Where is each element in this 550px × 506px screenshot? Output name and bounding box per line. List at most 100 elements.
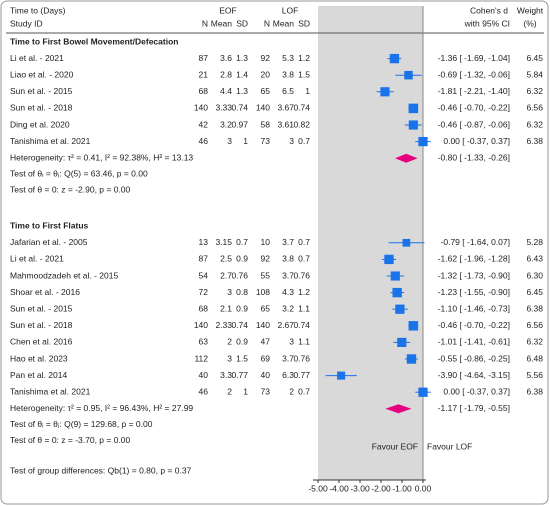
weight-label: 6.38 <box>526 303 543 313</box>
study-box <box>384 254 394 265</box>
study-box <box>389 53 400 64</box>
eof-cell: 68 <box>199 303 209 313</box>
subheader: N <box>202 18 208 28</box>
lof-cell: 3.7 <box>282 237 294 247</box>
lof-cell: 0.74 <box>293 320 310 330</box>
eof-cell: 3.33 <box>215 103 232 113</box>
lof-cell: 0.76 <box>293 353 310 363</box>
study-box <box>390 271 400 281</box>
eof-cell: 0.9 <box>236 254 248 264</box>
effect-label: -0.46 [ -0.87, -0.06] <box>438 119 510 129</box>
test-text: Test of θᵢ = θⱼ: Q(5) = 63.46, p = 0.00 <box>10 168 148 178</box>
heterogeneity: Heterogeneity: τ² = 0.95, I² = 96.43%, H… <box>10 403 193 413</box>
study-box <box>408 120 418 130</box>
lof-cell: 55 <box>261 270 271 280</box>
lof-cell: 58 <box>261 119 271 129</box>
x-tick-label: 0.00 <box>415 483 432 493</box>
eof-cell: 54 <box>199 270 209 280</box>
eof-cell: 1 <box>243 386 248 396</box>
eof-cell: 0.9 <box>236 337 248 347</box>
header: Cohen's d <box>470 5 508 15</box>
eof-cell: 0.9 <box>236 303 248 313</box>
x-tick-label: -3.00 <box>350 483 370 493</box>
study-box <box>418 136 428 147</box>
eof-cell: 40 <box>199 370 209 380</box>
subheader: N <box>264 18 270 28</box>
eof-cell: 140 <box>194 103 208 113</box>
subheader: SD <box>236 18 248 28</box>
heterogeneity: Heterogeneity: τ² = 0.41, I² = 92.38%, H… <box>10 152 193 162</box>
lof-cell: 6.3 <box>282 370 294 380</box>
test-text: Test of θ = 0: z = -2.90, p = 0.00 <box>10 184 131 194</box>
weight-label: 6.38 <box>526 136 543 146</box>
study-box <box>397 337 407 347</box>
eof-cell: 46 <box>199 386 209 396</box>
study-name: Li et al. - 2021 <box>10 254 64 264</box>
eof-cell: 21 <box>199 69 209 79</box>
header: Time to (Days) <box>10 5 66 15</box>
effect-label: -0.69 [ -1.32, -0.06] <box>438 69 510 79</box>
study-name: Sun et al. - 2018 <box>10 320 73 330</box>
eof-cell: 46 <box>199 136 209 146</box>
x-tick-label: -1.00 <box>392 483 412 493</box>
lof-cell: 40 <box>261 370 271 380</box>
effect-label: -1.01 [ -1.41, -0.61] <box>438 337 510 347</box>
lof-cell: 1.5 <box>298 69 310 79</box>
favour-right: Favour LOF <box>427 441 472 451</box>
eof-cell: 4.4 <box>220 86 232 96</box>
test-text: Test of θ = 0: z = -3.70, p = 0.00 <box>10 435 131 445</box>
study-box <box>402 238 411 247</box>
eof-cell: 68 <box>199 86 209 96</box>
eof-cell: 1.3 <box>236 86 248 96</box>
effect-label: -1.23 [ -1.55, -0.90] <box>438 287 510 297</box>
study-name: Shoar et al. - 2016 <box>10 287 80 297</box>
eof-cell: 3.3 <box>220 370 232 380</box>
study-name: Tanishima et al. 2021 <box>10 136 91 146</box>
lof-cell: 5.3 <box>282 53 294 63</box>
eof-cell: 2.5 <box>220 254 232 264</box>
weight-label: 5.28 <box>526 237 543 247</box>
lof-cell: 92 <box>261 53 271 63</box>
weight-label: 6.56 <box>526 103 543 113</box>
lof-cell: 0.77 <box>293 370 310 380</box>
lof-cell: 1.2 <box>298 53 310 63</box>
group-title: Time to First Bowel Movement/Defecation <box>10 36 178 46</box>
lof-cell: 3.8 <box>282 69 294 79</box>
overall-diamond <box>385 404 412 414</box>
effect-label: -0.46 [ -0.70, -0.22] <box>438 320 510 330</box>
weight-label: 6.38 <box>526 386 543 396</box>
study-name: Li et al. - 2021 <box>10 53 64 63</box>
weight-label: 5.56 <box>526 370 543 380</box>
eof-cell: 42 <box>199 119 209 129</box>
x-tick-label: -2.00 <box>371 483 391 493</box>
lof-cell: 20 <box>261 69 271 79</box>
eof-cell: 140 <box>194 320 208 330</box>
eof-cell: 2.8 <box>220 69 232 79</box>
test-text: Test of θᵢ = θⱼ: Q(9) = 129.68, p = 0.00 <box>10 419 153 429</box>
eof-cell: 0.8 <box>236 287 248 297</box>
lof-cell: 1 <box>305 86 310 96</box>
favour-left: Favour EOF <box>372 441 418 451</box>
lof-cell: 140 <box>256 103 270 113</box>
lof-cell: 47 <box>261 337 271 347</box>
weight-label: 6.43 <box>526 254 543 264</box>
weight-label: 6.48 <box>526 353 543 363</box>
effect-label: -0.55 [ -0.86, -0.25] <box>438 353 510 363</box>
effect-label: -0.79 [ -1.64, 0.07] <box>441 237 510 247</box>
effect-label: -1.10 [ -1.46, -0.73] <box>438 303 510 313</box>
study-name: Sun et al. - 2015 <box>10 86 73 96</box>
group-test: Test of group differences: Qb(1) = 0.80,… <box>10 465 192 475</box>
eof-cell: 63 <box>199 337 209 347</box>
eof-cell: 72 <box>199 287 209 297</box>
weight-label: 6.30 <box>526 270 543 280</box>
effect-label: 0.00 [ -0.37, 0.37] <box>443 386 510 396</box>
lof-cell: 3.67 <box>277 103 294 113</box>
weight-label: 6.45 <box>526 287 543 297</box>
lof-cell: 108 <box>256 287 270 297</box>
lof-cell: 3.7 <box>282 353 294 363</box>
eof-cell: 0.97 <box>231 119 248 129</box>
eof-cell: 2.1 <box>220 303 232 313</box>
header: LOF <box>282 5 299 15</box>
effect-label: -1.36 [ -1.69, -1.04] <box>438 53 510 63</box>
eof-cell: 1 <box>243 136 248 146</box>
